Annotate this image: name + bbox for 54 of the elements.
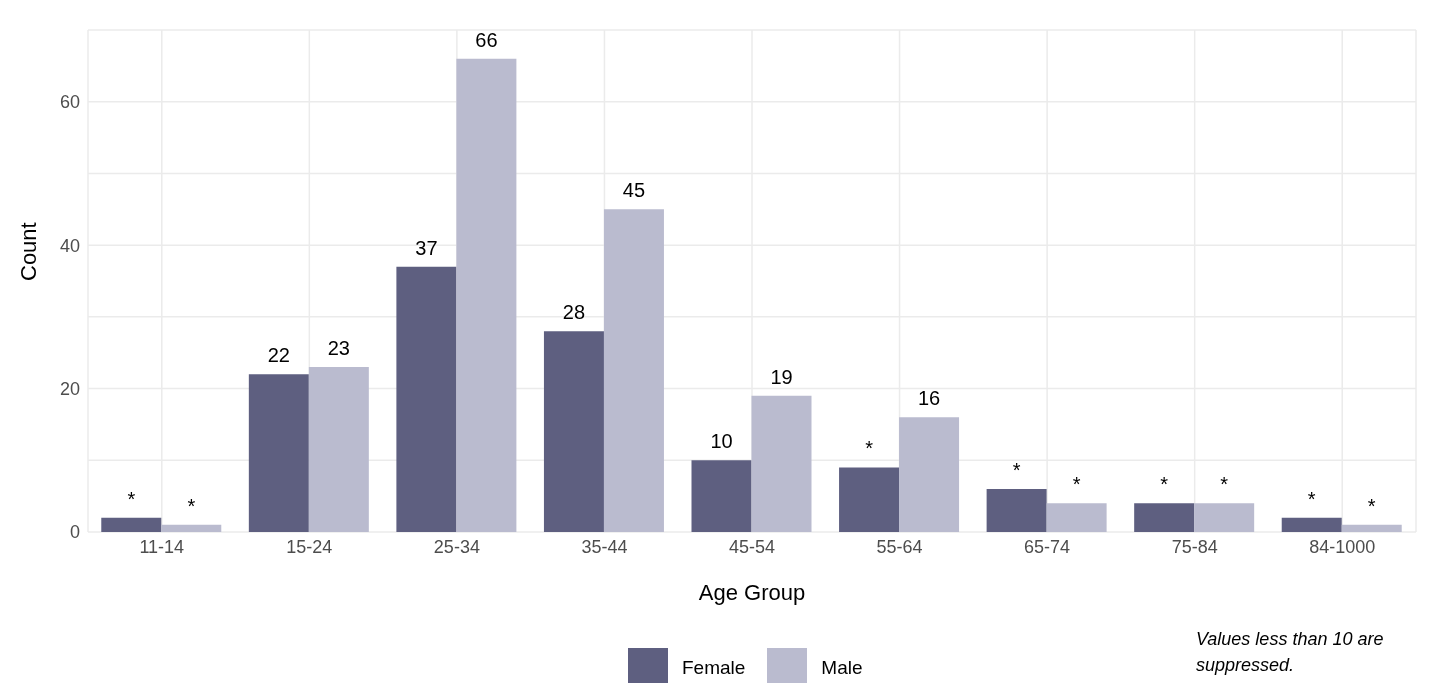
data-label: 37 [415,236,438,259]
bar [751,395,812,532]
data-label: 22 [267,344,290,367]
y-tick-label: 40 [59,235,80,256]
data-label: 28 [562,301,586,324]
bar [543,331,604,532]
legend-label: Female [682,657,746,679]
bar [161,524,222,532]
data-label: * [1072,473,1081,496]
bar [691,460,752,532]
y-tick-label: 20 [59,378,80,399]
data-label: * [187,494,196,517]
data-label: * [1160,473,1169,496]
x-tick-label: 84-1000 [1309,536,1376,557]
bar [839,467,900,532]
data-label: 19 [770,365,793,388]
bar [456,58,517,532]
data-label: 45 [622,179,646,202]
data-label: 10 [710,430,733,453]
bar [1281,517,1342,532]
bar [1341,524,1402,532]
x-tick-label: 25-34 [433,536,480,557]
text: Values less than 10 are suppressed. [1196,628,1385,677]
bar [603,209,664,532]
x-tick-label: 11-14 [139,536,185,557]
x-tick-label: 75-84 [1171,536,1218,557]
bar [248,374,309,532]
bar [899,417,960,532]
data-label: * [1367,494,1376,517]
bar [1046,503,1107,532]
x-axis-title: Age Group [698,580,806,605]
y-tick-label: 60 [59,92,80,113]
data-label: * [1012,458,1021,481]
x-tick-label: 45-54 [728,536,776,557]
x-tick-label: 65-74 [1024,536,1071,557]
bar [396,266,457,532]
y-tick-label: 0 [69,522,80,543]
data-label: 66 [475,28,498,51]
bar [986,488,1047,532]
data-label: 16 [917,387,941,410]
y-axis-title: Count [15,222,41,281]
bar [1134,503,1195,532]
data-label: * [1220,473,1229,496]
x-tick-label: 35-44 [581,536,628,557]
data-label: * [865,437,874,460]
bar [101,517,162,532]
legend-label: Male [821,657,863,679]
data-label: * [127,487,136,510]
bar [1194,503,1255,532]
bar [308,367,369,532]
x-tick-label: 55-64 [876,536,923,557]
data-label: 23 [327,337,350,360]
x-tick-label: 15-24 [286,536,333,557]
data-label: * [1307,487,1316,510]
